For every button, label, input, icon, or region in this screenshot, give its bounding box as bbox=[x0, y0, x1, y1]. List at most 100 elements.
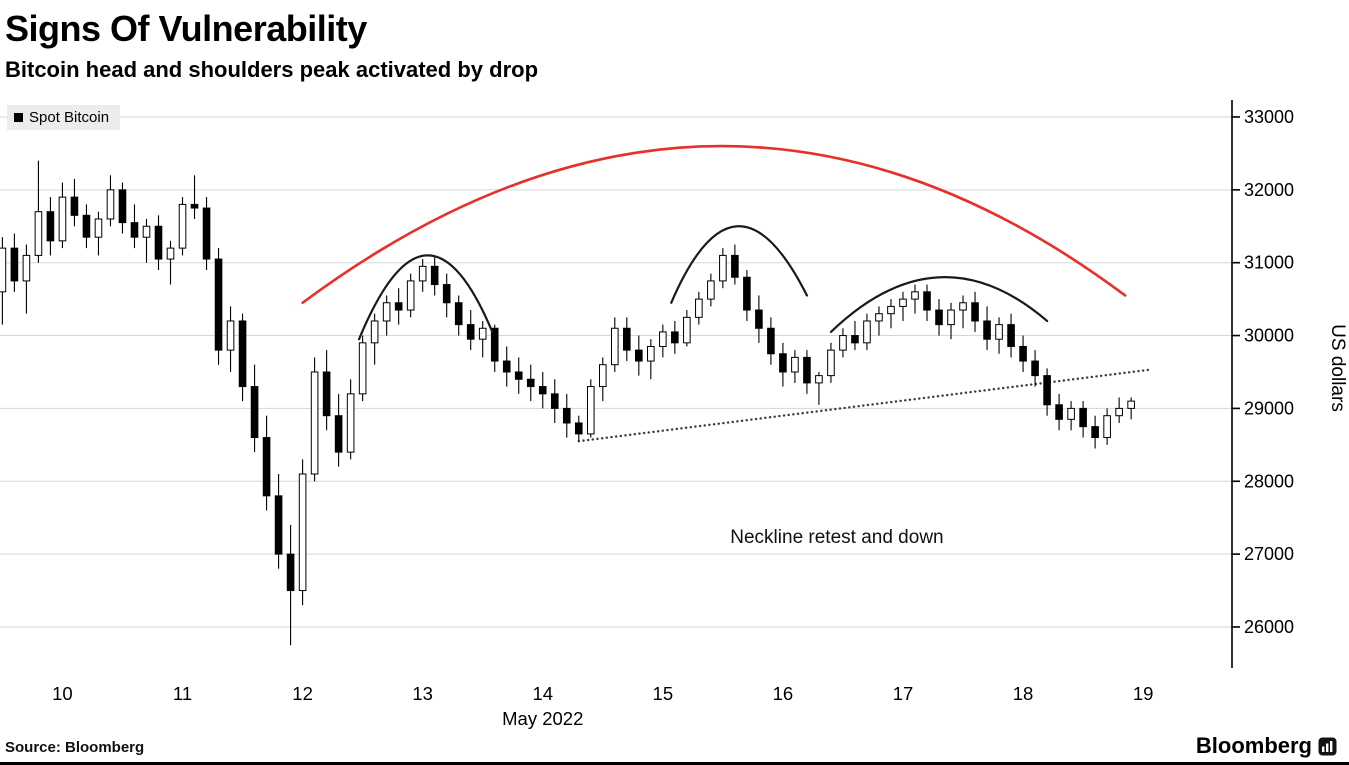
candle-body bbox=[911, 291, 919, 300]
left-shoulder-arc bbox=[357, 254, 494, 341]
candle-body bbox=[1019, 345, 1027, 362]
candle-body bbox=[935, 309, 943, 326]
candle-body bbox=[731, 254, 739, 278]
legend-label: Spot Bitcoin bbox=[29, 109, 110, 126]
candle-body bbox=[803, 356, 811, 384]
x-tick-label: 19 bbox=[1133, 683, 1154, 704]
candle-body bbox=[238, 320, 247, 388]
y-axis-title: US dollars bbox=[1327, 324, 1348, 412]
candle-body bbox=[394, 302, 403, 311]
candle-body bbox=[1043, 375, 1051, 406]
candle-body bbox=[995, 324, 1003, 340]
candle-body bbox=[130, 222, 139, 238]
candle-body bbox=[827, 349, 835, 377]
y-tick-label: 30000 bbox=[1244, 326, 1294, 346]
candle-body bbox=[490, 327, 499, 362]
candle-body bbox=[142, 225, 151, 238]
x-tick-label: 11 bbox=[173, 683, 192, 704]
candle-body bbox=[442, 284, 451, 304]
candle-body bbox=[22, 254, 31, 282]
candle-body bbox=[154, 225, 163, 260]
candle-body bbox=[94, 218, 103, 238]
candle-body bbox=[70, 196, 79, 216]
y-tick-label: 26000 bbox=[1244, 617, 1294, 637]
candle-body bbox=[1115, 407, 1123, 417]
head-arc bbox=[670, 225, 809, 304]
candle-body bbox=[562, 407, 571, 424]
annotation-neckline-retest: Neckline retest and down bbox=[730, 527, 943, 548]
candle-body bbox=[875, 313, 883, 322]
candle-body bbox=[1031, 360, 1039, 377]
candle-body bbox=[1055, 404, 1063, 420]
y-tick-label: 31000 bbox=[1244, 253, 1294, 273]
candle-body bbox=[262, 437, 271, 497]
candle-body bbox=[370, 320, 379, 344]
candle-body bbox=[202, 207, 211, 260]
neckline bbox=[577, 368, 1151, 443]
candle-body bbox=[166, 247, 175, 260]
candle-body bbox=[947, 309, 955, 326]
candle-body bbox=[959, 302, 967, 311]
candle-body bbox=[298, 473, 307, 592]
candle-body bbox=[118, 189, 127, 224]
candle-body bbox=[82, 214, 91, 238]
candle-body bbox=[695, 298, 703, 318]
candle-body bbox=[226, 320, 235, 351]
x-tick-label: 14 bbox=[532, 683, 553, 704]
candle-body bbox=[466, 324, 475, 340]
candle-body bbox=[1067, 407, 1075, 420]
y-tick-label: 32000 bbox=[1244, 180, 1294, 200]
candle-body bbox=[418, 265, 427, 282]
candle-body bbox=[755, 309, 763, 329]
x-tick-label: 18 bbox=[1013, 683, 1034, 704]
candle-body bbox=[286, 553, 295, 592]
candle-body bbox=[863, 320, 871, 344]
candle-body bbox=[1103, 415, 1111, 439]
x-tick-label: 17 bbox=[893, 683, 914, 704]
candle-body bbox=[1079, 407, 1087, 428]
candle-body bbox=[719, 254, 727, 282]
candle-body bbox=[610, 327, 619, 366]
bloomberg-logo: Bloomberg bbox=[1196, 733, 1337, 759]
bloomberg-wordmark: Bloomberg bbox=[1195, 733, 1312, 758]
y-tick-label: 33000 bbox=[1244, 107, 1294, 127]
bottom-rule bbox=[0, 762, 1349, 765]
legend-swatch-icon bbox=[14, 113, 23, 122]
candle-body bbox=[538, 386, 547, 395]
candle-body bbox=[478, 327, 487, 340]
candle-body bbox=[659, 331, 667, 347]
candle-body bbox=[526, 378, 535, 388]
pattern-arc bbox=[301, 144, 1127, 305]
candle-body bbox=[1007, 324, 1015, 347]
candle-body bbox=[598, 364, 607, 388]
candle-body bbox=[190, 203, 199, 209]
candle-body bbox=[1091, 426, 1099, 439]
candle-body bbox=[358, 342, 367, 395]
candle-body bbox=[10, 247, 19, 282]
candle-body bbox=[214, 258, 223, 351]
candle-body bbox=[635, 349, 643, 362]
y-tick-label: 29000 bbox=[1244, 398, 1294, 418]
candle-body bbox=[574, 422, 583, 435]
candle-body bbox=[839, 335, 847, 351]
candle-body bbox=[334, 415, 343, 453]
candle-body bbox=[779, 353, 787, 373]
candle-body bbox=[454, 302, 463, 326]
bloomberg-icon bbox=[1318, 737, 1337, 755]
candle-body bbox=[322, 371, 331, 417]
candle-body bbox=[550, 393, 559, 409]
candle-body bbox=[586, 386, 595, 435]
candle-body bbox=[623, 327, 631, 351]
candle-body bbox=[514, 371, 523, 380]
candle-body bbox=[671, 331, 679, 344]
candle-body bbox=[647, 345, 655, 362]
x-tick-label: 13 bbox=[412, 683, 433, 704]
x-tick-label: 16 bbox=[773, 683, 794, 704]
candle-body bbox=[34, 211, 43, 256]
candle-body bbox=[767, 327, 775, 355]
candle-body bbox=[346, 393, 355, 453]
candle-body bbox=[1127, 400, 1135, 409]
legend: Spot Bitcoin bbox=[7, 105, 121, 130]
